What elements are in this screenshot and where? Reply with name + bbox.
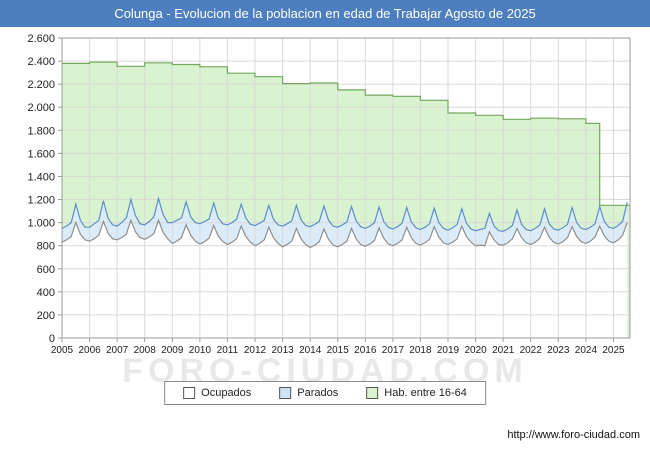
- x-axis-label: 2011: [217, 345, 239, 356]
- y-axis-label: 2.400: [27, 56, 55, 68]
- y-axis-label: 1.600: [27, 148, 55, 160]
- x-axis-label: 2025: [602, 345, 625, 356]
- x-axis-label: 2018: [409, 345, 432, 356]
- plot-border: [61, 37, 631, 339]
- legend-swatch-hab-16-64: [366, 387, 379, 399]
- x-axis-label: 2017: [382, 345, 405, 356]
- x-axis-label: 2010: [189, 345, 212, 356]
- y-axis-label: 800: [37, 241, 55, 253]
- x-axis-label: 2015: [327, 345, 350, 356]
- legend-item-ocupados: Ocupados: [183, 387, 251, 399]
- area-ocupados: [62, 220, 628, 338]
- y-axis-label: 400: [37, 287, 55, 299]
- y-axis-label: 2.200: [27, 79, 55, 91]
- x-axis-label: 2009: [161, 345, 184, 356]
- y-axis-label: 2.000: [27, 102, 55, 114]
- y-axis-label: 200: [37, 310, 55, 322]
- x-axis-label: 2016: [354, 345, 377, 356]
- x-axis-label: 2021: [492, 345, 515, 356]
- x-axis-label: 2008: [134, 345, 157, 356]
- y-axis-label: 0: [49, 333, 55, 345]
- y-axis-label: 1.400: [27, 172, 55, 184]
- legend-label-parados: Parados: [297, 387, 339, 399]
- y-axis-label: 1.800: [27, 125, 55, 137]
- line-hab-entre-16-64: [62, 61, 630, 206]
- legend-label-ocupados: Ocupados: [201, 387, 252, 399]
- x-axis-label: 2012: [244, 345, 267, 356]
- x-axis-label: 2023: [547, 345, 570, 356]
- line-ocupados: [61, 218, 628, 249]
- x-axis-label: 2019: [437, 345, 460, 356]
- y-axis-label: 1.000: [27, 218, 55, 230]
- x-axis-label: 2005: [51, 345, 74, 356]
- legend-item-hab-16-64: Hab. entre 16-64: [366, 387, 467, 399]
- line-parados: [61, 196, 628, 232]
- x-axis-label: 2022: [520, 345, 543, 356]
- legend-item-parados: Parados: [279, 387, 338, 399]
- y-axis-label: 600: [37, 264, 55, 276]
- x-axis-label: 2013: [271, 345, 294, 356]
- y-axis-label: 2.600: [27, 33, 55, 45]
- x-axis-label: 2014: [299, 345, 322, 356]
- y-axis-label: 1.200: [27, 195, 55, 207]
- chart-legend: Ocupados Parados Hab. entre 16-64: [164, 381, 486, 405]
- x-axis-label: 2024: [575, 345, 598, 356]
- legend-swatch-ocupados: [183, 387, 196, 399]
- legend-swatch-parados: [279, 387, 292, 399]
- chart-title: Colunga - Evolucion de la poblacion en e…: [0, 0, 650, 27]
- footer-url: http://www.foro-ciudad.com: [507, 429, 640, 441]
- x-axis-label: 2007: [106, 345, 129, 356]
- axis-labels: 0 200 400 600 800 1.000 1.200 1.400 1.600 1.800 2.…: [27, 33, 625, 356]
- x-axis-label: 2020: [464, 345, 487, 356]
- x-axis-label: 2006: [78, 345, 101, 356]
- legend-label-hab-16-64: Hab. entre 16-64: [384, 387, 467, 399]
